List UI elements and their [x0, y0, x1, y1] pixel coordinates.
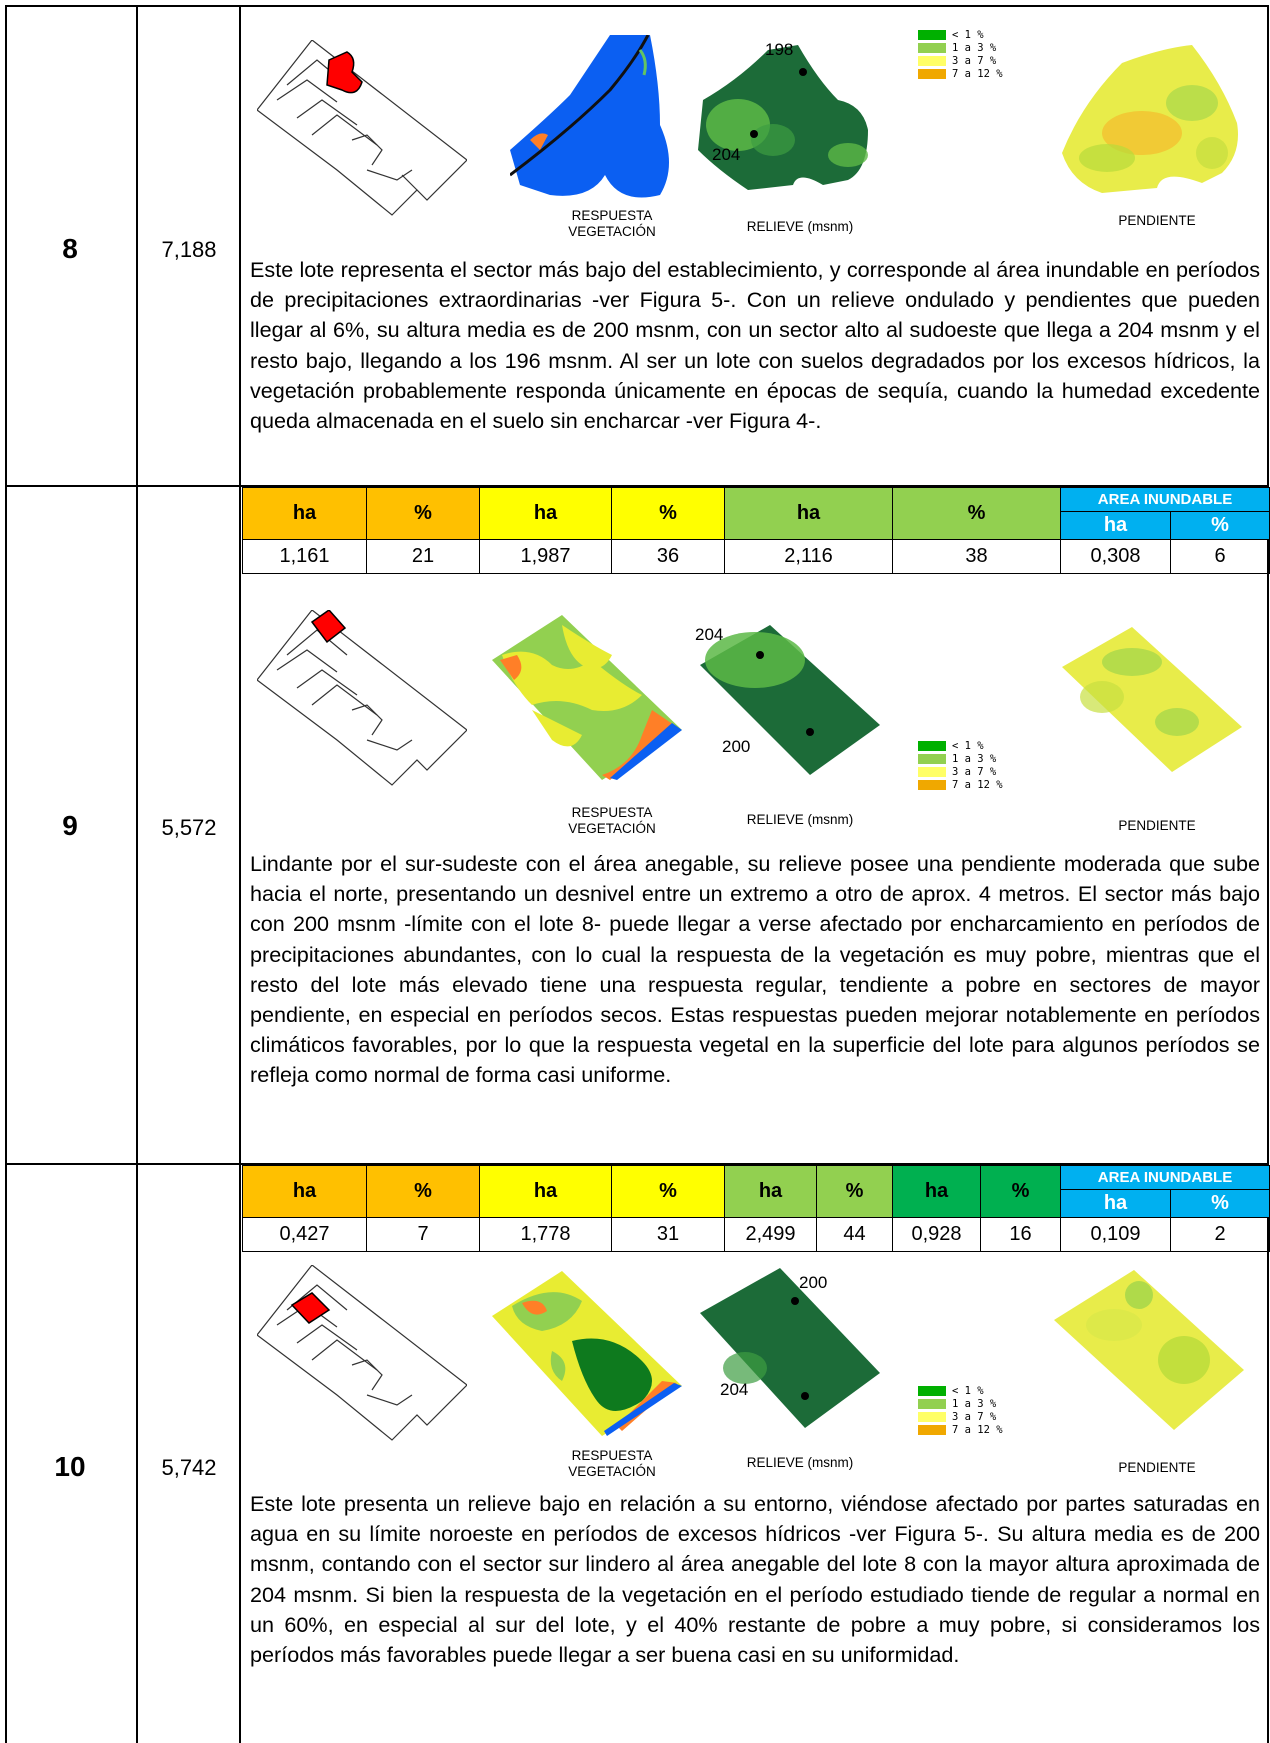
lot-description: Este lote representa el sector más bajo … — [250, 257, 1260, 434]
relief-point-label: 204 — [695, 625, 724, 644]
lot-description: Lindante por el sur-sudeste con el área … — [250, 851, 1260, 1088]
vegetation-caption: RESPUESTA VEGETACIÓN — [568, 1448, 656, 1479]
relief-map — [700, 1268, 880, 1428]
relief-map — [698, 45, 868, 190]
parcel-location-map — [257, 40, 467, 216]
relief-caption: RELIEVE (msnm) — [746, 219, 854, 234]
slope-legend: < 1 % 1 a 3 % 3 a 7 % 7 a 12 % — [918, 1385, 1003, 1437]
relief-caption: RELIEVE (msnm) — [746, 1455, 854, 1470]
parcel-location-map — [257, 1265, 467, 1441]
slope-caption: PENDIENTE — [1118, 818, 1196, 833]
vegetation-response-map — [492, 1271, 682, 1436]
relief-point-label: 198 — [765, 40, 794, 59]
lot-row-8: 8 7,188 — [5, 5, 1269, 486]
lot-row-9: 9 5,572 ha % ha % ha % AREA INUNDABLE — [5, 485, 1270, 1165]
lots-table: 8 7,188 — [5, 5, 1270, 1743]
stats-table: ha % ha % ha % ha % AREA INUNDABLE ha % … — [242, 1165, 1270, 1252]
lot-area: 5,572 — [161, 815, 217, 840]
lot-number: 8 — [62, 233, 78, 264]
relief-point-label: 200 — [722, 737, 751, 756]
slope-caption: PENDIENTE — [1118, 213, 1196, 228]
slope-map — [1054, 1270, 1244, 1430]
lot-area: 7,188 — [161, 237, 217, 262]
slope-legend: < 1 % 1 a 3 % 3 a 7 % 7 a 12 % — [918, 740, 1003, 792]
stats-table: ha % ha % ha % AREA INUNDABLE ha % 1,161… — [242, 487, 1270, 574]
lot-number: 9 — [62, 810, 78, 841]
parcel-location-map — [257, 610, 467, 786]
slope-map — [1062, 45, 1238, 193]
relief-point-label: 204 — [720, 1380, 749, 1399]
lot-description: Este lote presenta un relieve bajo en re… — [250, 1491, 1260, 1668]
slope-legend: < 1 % 1 a 3 % 3 a 7 % 7 a 12 % — [918, 29, 1003, 81]
relief-point-label: 204 — [712, 145, 741, 164]
relief-caption: RELIEVE (msnm) — [746, 812, 854, 827]
lot-number: 10 — [54, 1451, 86, 1482]
lot-area: 5,742 — [161, 1455, 217, 1480]
vegetation-response-map — [510, 35, 669, 198]
relief-map — [700, 625, 880, 775]
relief-point-label: 200 — [799, 1273, 828, 1292]
lot-row-10: 10 5,742 ha % ha % ha % ha % AREA — [5, 1163, 1270, 1743]
slope-caption: PENDIENTE — [1118, 1460, 1196, 1475]
slope-map — [1062, 627, 1242, 772]
vegetation-caption: RESPUESTA VEGETACIÓN — [568, 805, 656, 836]
vegetation-response-map — [492, 615, 682, 780]
vegetation-caption: RESPUESTA VEGETACIÓN — [568, 208, 656, 239]
